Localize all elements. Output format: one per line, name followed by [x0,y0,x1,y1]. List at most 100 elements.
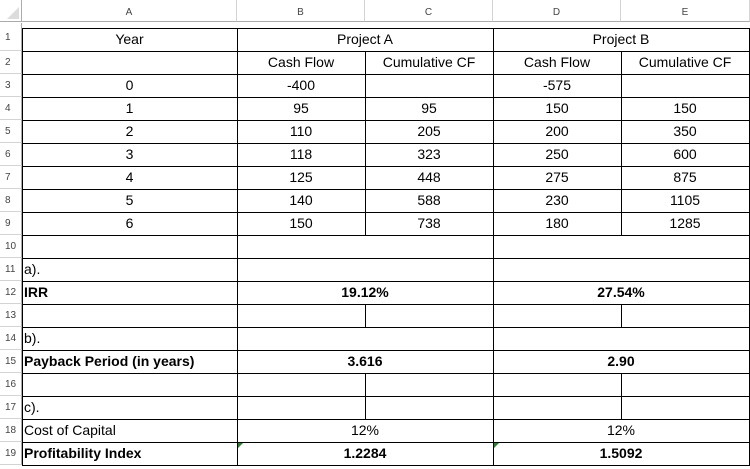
select-all-corner[interactable] [0,0,22,22]
row-header-13[interactable]: 13 [0,304,22,327]
a-cash-flow-cell[interactable]: 118 [289,146,313,162]
row-header-9[interactable]: 9 [0,212,22,235]
b-cumulative-header-cell[interactable]: Cumulative CF [638,54,732,70]
b-cash-flow-cell[interactable]: -575 [542,77,572,93]
row-header-16[interactable]: 16 [0,373,22,396]
row-header-12[interactable]: 12 [0,281,22,304]
column-header-b[interactable]: B [237,0,365,22]
row-header-11[interactable]: 11 [0,258,22,281]
a-cumulative-cell[interactable]: 205 [417,123,441,139]
a-cash-flow-cell[interactable]: 140 [289,192,313,208]
year-cell[interactable]: 0 [125,77,134,93]
gridline [22,281,749,282]
a-cumulative-cell[interactable]: 95 [421,100,437,116]
year-cell[interactable]: 2 [125,123,134,139]
b-cash-flow-cell[interactable]: 180 [545,215,569,231]
b-cumulative-cell[interactable]: 600 [673,146,697,162]
a-cumulative-cell[interactable]: 738 [417,215,441,231]
row-header-15[interactable]: 15 [0,350,22,373]
row-header-3[interactable]: 3 [0,74,22,97]
a-cash-flow-header-cell[interactable]: Cash Flow [267,54,335,70]
a-cash-flow-cell[interactable]: 95 [293,100,309,116]
row-header-6[interactable]: 6 [0,143,22,166]
profitability-index-label-cell[interactable]: Profitability Index [24,445,142,461]
gridline [22,350,749,351]
a-cash-flow-cell[interactable]: 150 [289,215,313,231]
row-header-19[interactable]: 19 [0,442,22,465]
b-cash-flow-header-cell[interactable]: Cash Flow [523,54,591,70]
a-cash-flow-cell[interactable]: 110 [289,123,313,139]
year-cell[interactable]: 1 [125,100,134,116]
b-cash-flow-cell[interactable]: 150 [545,100,569,116]
column-header-e[interactable]: E [621,0,750,22]
row-header-18[interactable]: 18 [0,419,22,442]
gridline [22,166,749,167]
gridline [237,28,238,466]
project-a-header-cell[interactable]: Project A [336,31,394,47]
gridline [22,327,749,328]
row-header-8[interactable]: 8 [0,189,22,212]
year-cell[interactable]: 3 [125,146,134,162]
b-cumulative-cell[interactable]: 350 [673,123,697,139]
b-cash-flow-cell[interactable]: 230 [545,192,569,208]
b-cash-flow-cell[interactable]: 275 [545,169,569,185]
gridline [22,51,749,52]
payback-label-cell[interactable]: Payback Period (in years) [24,353,195,369]
a-cash-flow-cell[interactable]: 125 [289,169,313,185]
a-cumulative-cell[interactable]: 323 [417,146,441,162]
b-cash-flow-cell[interactable]: 250 [545,146,569,162]
profitability-index-a-cell[interactable]: 1.2284 [343,445,387,461]
gridline [365,304,366,327]
row-header-10[interactable]: 10 [0,235,22,258]
row-header-5[interactable]: 5 [0,120,22,143]
gridline [365,373,366,419]
part-c-label-cell[interactable]: c). [24,399,40,415]
row-header-17[interactable]: 17 [0,396,22,419]
row-header-14[interactable]: 14 [0,327,22,350]
b-cumulative-cell[interactable]: 875 [673,169,697,185]
irr-label-cell[interactable]: IRR [24,284,49,300]
cost-of-capital-label-cell[interactable]: Cost of Capital [24,422,116,438]
a-cumulative-header-cell[interactable]: Cumulative CF [382,54,476,70]
year-cell[interactable]: 6 [125,215,134,231]
gridline [22,258,749,259]
a-cash-flow-cell[interactable]: -400 [286,77,316,93]
error-indicator-icon[interactable] [238,443,243,448]
gridline [621,373,622,419]
gridline [22,120,749,121]
gridline [22,465,749,466]
gridline [621,51,622,235]
a-cumulative-cell[interactable]: 588 [417,192,441,208]
row-header-1[interactable]: 1 [0,23,22,51]
row-header-4[interactable]: 4 [0,97,22,120]
row-header-7[interactable]: 7 [0,166,22,189]
b-cash-flow-cell[interactable]: 200 [545,123,569,139]
gridline [22,304,749,305]
gridline [22,419,749,420]
a-cumulative-cell[interactable]: 448 [417,169,441,185]
column-header-c[interactable]: C [365,0,493,22]
row-header-2[interactable]: 2 [0,51,22,74]
part-a-label-cell[interactable]: a). [24,261,41,277]
gridline [621,304,622,327]
part-b-label-cell[interactable]: b). [24,330,41,346]
irr-project-a-cell[interactable]: 19.12% [341,284,389,300]
b-cumulative-cell[interactable]: 1285 [669,215,701,231]
cost-of-capital-b-cell[interactable]: 12% [606,422,636,438]
error-indicator-icon[interactable] [494,443,499,448]
gridline [22,28,23,466]
column-header-d[interactable]: D [493,0,621,22]
year-cell[interactable]: 4 [125,169,134,185]
b-cumulative-cell[interactable]: 150 [673,100,697,116]
year-header-cell[interactable]: Year [115,31,144,47]
payback-project-a-cell[interactable]: 3.616 [347,353,383,369]
year-cell[interactable]: 5 [125,192,134,208]
b-cumulative-cell[interactable]: 1105 [669,192,701,208]
column-header-a[interactable]: A [22,0,237,22]
irr-project-b-cell[interactable]: 27.54% [597,284,645,300]
project-b-header-cell[interactable]: Project B [592,31,650,47]
profitability-index-b-cell[interactable]: 1.5092 [599,445,643,461]
cost-of-capital-a-cell[interactable]: 12% [350,422,380,438]
payback-project-b-cell[interactable]: 2.90 [607,353,635,369]
